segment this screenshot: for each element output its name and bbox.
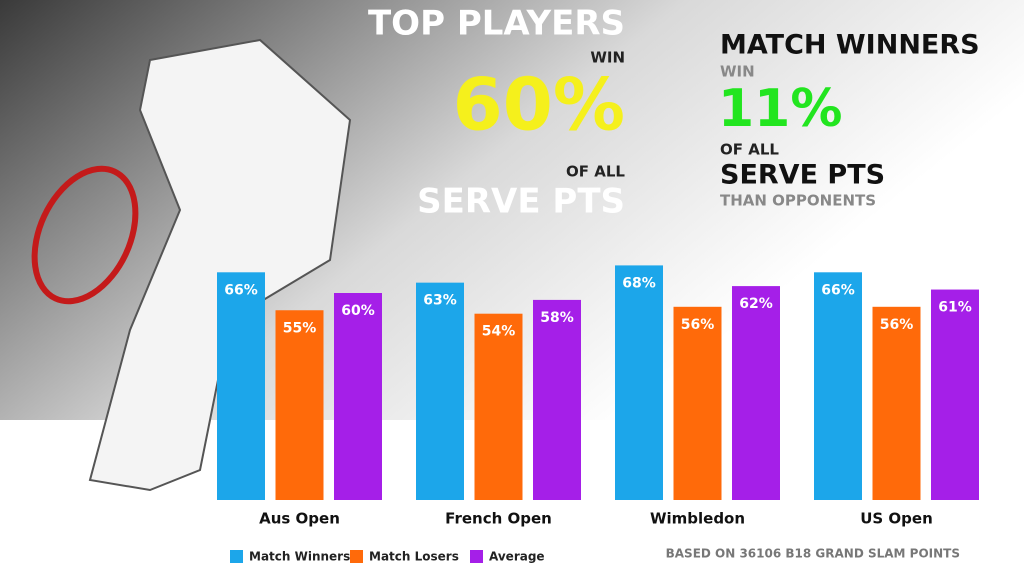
legend-label: Match Losers (369, 550, 459, 564)
legend-swatch (470, 550, 483, 563)
bar-value-label: 58% (540, 310, 574, 326)
legend-swatch (350, 550, 363, 563)
bar-value-label: 66% (224, 282, 258, 298)
headline: SERVE PTS (720, 160, 885, 191)
bar (334, 293, 382, 500)
bar (275, 310, 324, 500)
headline: SERVE PTS (417, 182, 625, 222)
bar (533, 299, 581, 500)
x-tick-label: Aus Open (259, 510, 340, 528)
legend-label: Match Winners (249, 550, 350, 564)
bar-value-label: 55% (283, 320, 317, 336)
bar-value-label: 54% (482, 324, 516, 340)
headline-stat: 60% (453, 63, 625, 147)
bar (474, 313, 523, 500)
player-silhouette (88, 38, 352, 492)
headline: OF ALL (720, 141, 779, 159)
bar (814, 272, 862, 500)
bar (872, 306, 921, 500)
headline-stat: 11% (718, 79, 842, 139)
headline: TOP PLAYERS (368, 4, 625, 44)
racket (31, 165, 139, 305)
bar (732, 286, 780, 500)
bar (615, 265, 663, 500)
x-tick-label: French Open (445, 510, 552, 528)
bar-value-label: 56% (681, 317, 715, 333)
headline: WIN (720, 63, 755, 81)
headline: MATCH WINNERS (720, 30, 980, 61)
headline: THAN OPPONENTS (720, 192, 876, 210)
x-tick-label: Wimbledon (650, 510, 745, 528)
bar-value-label: 62% (739, 296, 773, 312)
headline: OF ALL (566, 163, 625, 181)
footnote: BASED ON 36106 B18 GRAND SLAM POINTS (666, 547, 960, 561)
bar-value-label: 68% (622, 275, 656, 291)
bar-value-label: 63% (423, 293, 457, 309)
x-tick-label: US Open (860, 510, 933, 528)
bar-value-label: 66% (821, 282, 855, 298)
bar (217, 272, 265, 500)
headline: WIN (590, 49, 625, 67)
bar (931, 289, 979, 500)
legend-swatch (230, 550, 243, 563)
bar-value-label: 60% (341, 303, 375, 319)
bar (673, 306, 722, 500)
legend-label: Average (489, 550, 545, 564)
bar (416, 282, 464, 500)
bar-value-label: 56% (880, 317, 914, 333)
bar-value-label: 61% (938, 300, 972, 316)
